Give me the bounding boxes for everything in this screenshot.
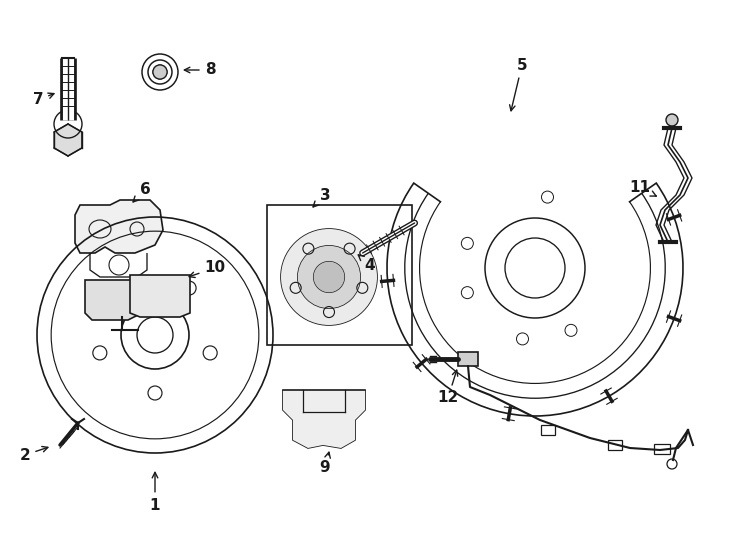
Text: 6: 6 (133, 183, 150, 202)
Circle shape (153, 65, 167, 79)
Polygon shape (54, 124, 82, 156)
Bar (458, 352, 478, 366)
Text: 10: 10 (189, 260, 225, 278)
Text: 8: 8 (184, 63, 215, 78)
Polygon shape (130, 275, 190, 317)
Polygon shape (75, 200, 163, 253)
Circle shape (281, 229, 377, 325)
Text: 11: 11 (630, 180, 656, 196)
Circle shape (666, 114, 678, 126)
Polygon shape (85, 280, 138, 320)
Text: 4: 4 (358, 255, 375, 273)
Text: 2: 2 (20, 447, 48, 462)
Circle shape (298, 246, 360, 308)
Text: 5: 5 (509, 57, 527, 111)
Bar (267, 205, 412, 345)
Text: 1: 1 (150, 472, 160, 512)
Text: 7: 7 (33, 92, 54, 107)
Text: 12: 12 (437, 370, 459, 406)
Polygon shape (283, 390, 365, 448)
Text: 9: 9 (320, 452, 330, 476)
Bar (541, 425, 555, 435)
Text: 3: 3 (313, 187, 330, 207)
Circle shape (313, 262, 344, 292)
Bar (654, 444, 670, 454)
Bar (608, 440, 622, 450)
